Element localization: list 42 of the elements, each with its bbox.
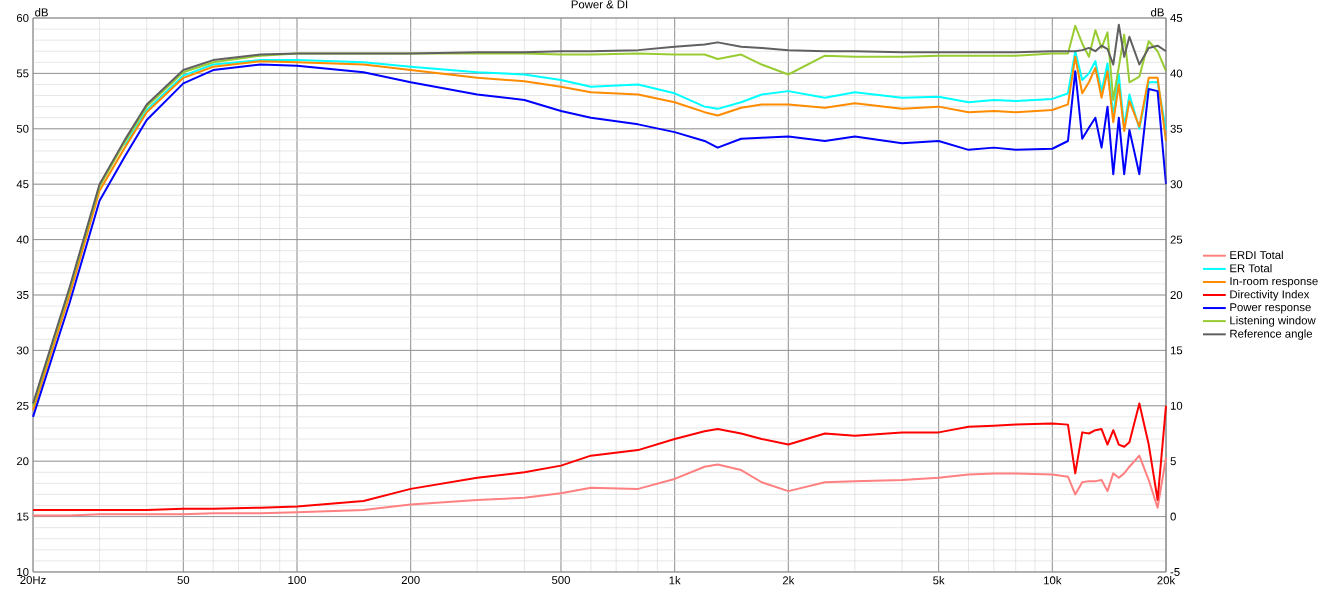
legend-label: ERDI Total [1230,250,1283,260]
y-tick-label: 15 [17,512,29,521]
y2-tick-label: 5 [1170,457,1176,466]
y-tick-label: 35 [16,290,29,299]
y-tick-label: 25 [16,401,29,410]
x-tick-label: 20k [1157,576,1176,585]
y2-tick-label: 25 [1170,235,1183,244]
y2-axis-title: dB [1151,8,1164,17]
y2-tick-label: 45 [1170,14,1183,22]
y2-tick-label: 40 [1170,69,1183,78]
x-tick-label: 5k [933,576,945,585]
x-tick-label: 1k [669,576,681,585]
y-tick-label: 40 [16,235,29,244]
legend-label: Reference angle [1230,329,1313,340]
y-tick-label: 10 [17,567,29,576]
x-tick-label: 50 [177,576,190,585]
chart-title: Power & DI [571,0,628,9]
y2-tick-label: 20 [1170,290,1183,299]
x-tick-label: 100 [288,576,307,585]
y2-tick-label: 30 [1170,180,1183,189]
y-tick-label: 30 [16,346,29,355]
legend-label: Directivity Index [1230,290,1310,301]
y2-tick-label: 15 [1170,346,1183,355]
x-tick-label: 2k [782,576,795,585]
legend-label: Listening window [1230,316,1316,327]
y-axis-title: dB [35,8,48,17]
x-tick-label: 20Hz [20,576,46,585]
legend-label: ER Total [1230,263,1272,273]
y-tick-label: 60 [16,13,29,22]
y-tick-label: 20 [16,457,29,466]
y-tick-label: 55 [16,69,29,78]
y2-tick-label: 0 [1170,512,1176,521]
y-tick-label: 50 [16,124,29,133]
x-tick-label: 500 [551,576,570,585]
legend-label: In-room response [1230,277,1318,288]
x-tick-label: 200 [401,576,420,585]
legend-label: Power response [1230,303,1311,314]
y2-tick-label: -5 [1170,568,1180,576]
y2-tick-label: 10 [1170,401,1183,410]
y2-tick-label: 35 [1170,124,1183,133]
x-tick-label: 10k [1044,576,1062,585]
y-tick-label: 45 [16,180,29,189]
